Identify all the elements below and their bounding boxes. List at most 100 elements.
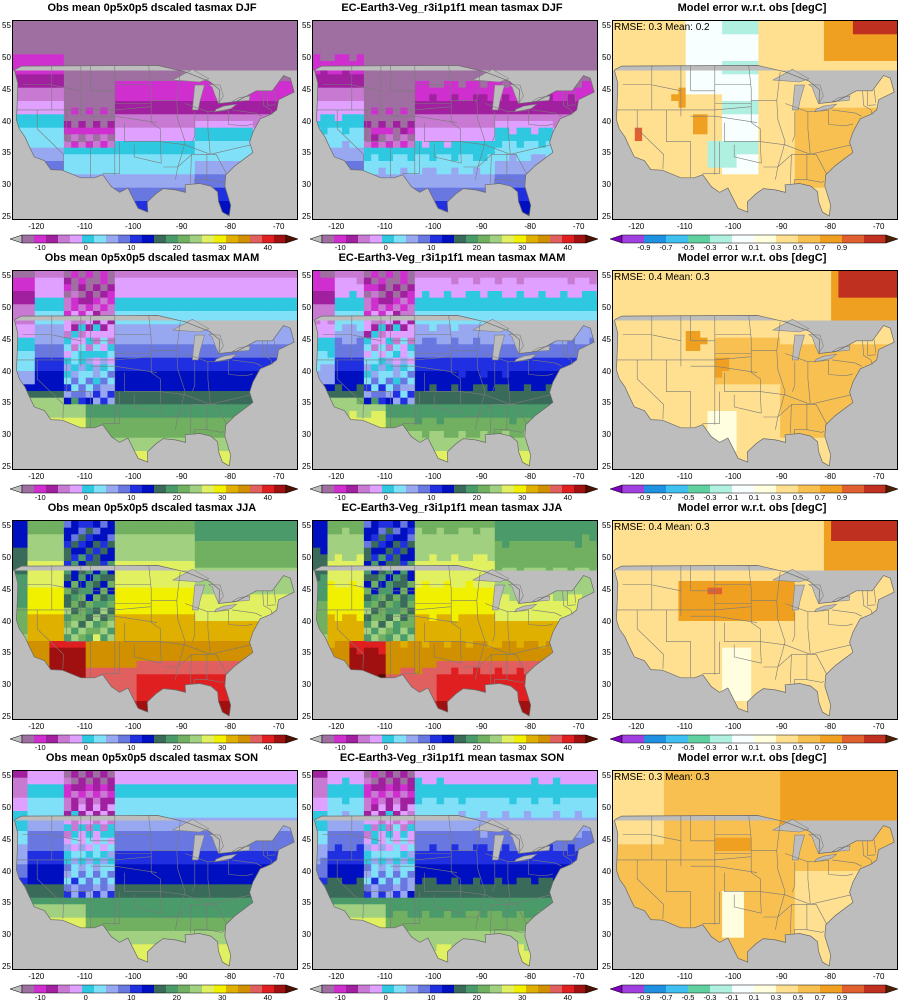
colorbar-bin xyxy=(430,485,442,493)
lon-tick-label: -70 xyxy=(267,972,291,981)
colorbar-bin xyxy=(82,985,94,993)
lat-tick-label: 40 xyxy=(302,367,311,376)
lon-tick-label: -90 xyxy=(170,222,194,231)
lat-tick-label: 50 xyxy=(2,53,11,62)
colorbar-bin xyxy=(202,235,214,243)
map-frame xyxy=(12,520,298,720)
colorbar-bin xyxy=(502,985,514,993)
lat-tick-label: 45 xyxy=(602,335,611,344)
colorbar-bin xyxy=(334,485,346,493)
colorbar-bin xyxy=(142,985,154,993)
lat-tick-label: 50 xyxy=(2,553,11,562)
colorbar-min-arrow xyxy=(610,985,622,993)
temperature-map xyxy=(313,521,598,720)
lon-tick-label: -80 xyxy=(218,722,242,731)
lon-tick-label: -110 xyxy=(673,722,697,731)
lon-tick-label: -70 xyxy=(567,722,591,731)
colorbar-bin xyxy=(322,735,334,743)
colorbar-bin xyxy=(118,735,130,743)
lat-tick-label: 45 xyxy=(302,85,311,94)
colorbar-bin xyxy=(130,485,142,493)
lat-tick-label: 40 xyxy=(602,367,611,376)
lon-tick-label: -120 xyxy=(324,972,348,981)
rmse-mean-stats: RMSE: 0.4 Mean: 0.3 xyxy=(614,272,710,283)
lat-tick-label: 50 xyxy=(302,303,311,312)
colorbar-bin xyxy=(688,235,710,243)
lat-tick-label: 55 xyxy=(302,771,311,780)
map-frame xyxy=(312,770,598,970)
lon-tick-label: -120 xyxy=(624,222,648,231)
lat-tick-label: 35 xyxy=(2,898,11,907)
lat-tick-label: 35 xyxy=(602,148,611,157)
lat-tick-label: 25 xyxy=(602,962,611,971)
lon-tick-label: -100 xyxy=(421,972,445,981)
lon-tick-label: -100 xyxy=(721,722,745,731)
colorbar-bin xyxy=(710,735,732,743)
colorbar-label: -0.9 xyxy=(632,993,656,1002)
colorbar-bin xyxy=(666,235,688,243)
colorbar-bin xyxy=(562,235,574,243)
lon-tick-label: -110 xyxy=(673,222,697,231)
colorbar-min-arrow xyxy=(10,485,22,493)
colorbar-bin xyxy=(166,985,178,993)
lon-tick-label: -120 xyxy=(24,472,48,481)
colorbar-min-arrow xyxy=(10,235,22,243)
lon-tick-label: -70 xyxy=(567,472,591,481)
lon-tick-label: -90 xyxy=(470,972,494,981)
colorbar-bin xyxy=(130,235,142,243)
colorbar-label: 0 xyxy=(74,993,98,1002)
colorbar-bin xyxy=(732,485,754,493)
colorbar-max-arrow xyxy=(286,985,298,993)
colorbar-bin xyxy=(262,985,274,993)
rmse-mean-stats: RMSE: 0.3 Mean: 0.2 xyxy=(614,22,710,33)
lon-tick-label: -90 xyxy=(770,222,794,231)
lat-tick-label: 25 xyxy=(302,962,311,971)
lat-tick-label: 45 xyxy=(602,585,611,594)
lon-tick-label: -100 xyxy=(121,222,145,231)
colorbar-bin xyxy=(562,985,574,993)
lat-tick-label: 55 xyxy=(602,521,611,530)
colorbar-bin xyxy=(622,985,644,993)
colorbar-bin xyxy=(820,735,842,743)
colorbar-bin xyxy=(274,985,286,993)
lon-tick-label: -110 xyxy=(373,222,397,231)
colorbar-label: 40 xyxy=(556,993,580,1002)
colorbar-bin xyxy=(502,235,514,243)
colorbar-max-arrow xyxy=(886,985,898,993)
colorbar-bin xyxy=(370,235,382,243)
colorbar-bin xyxy=(490,235,502,243)
lat-tick-label: 25 xyxy=(302,712,311,721)
panel-title: Model error w.r.t. obs [degC] xyxy=(602,752,900,764)
colorbar-bin xyxy=(58,485,70,493)
lon-tick-label: -90 xyxy=(170,472,194,481)
lat-tick-label: 25 xyxy=(602,462,611,471)
lat-tick-label: 35 xyxy=(2,398,11,407)
lon-tick-label: -80 xyxy=(818,472,842,481)
rmse-mean-stats: RMSE: 0.4 Mean: 0.3 xyxy=(614,522,710,533)
colorbar-bin xyxy=(454,985,466,993)
colorbar-bin xyxy=(754,735,776,743)
colorbar-bin xyxy=(118,485,130,493)
temperature-map xyxy=(313,271,598,470)
colorbar-bin xyxy=(22,485,34,493)
colorbar-bin xyxy=(562,735,574,743)
temperature-map xyxy=(13,271,298,470)
error-map xyxy=(613,521,898,720)
lat-tick-label: 35 xyxy=(602,398,611,407)
colorbar-bin xyxy=(502,485,514,493)
colorbar-bin xyxy=(322,485,334,493)
lat-tick-label: 50 xyxy=(302,553,311,562)
colorbar-bin xyxy=(130,985,142,993)
lon-tick-label: -110 xyxy=(373,972,397,981)
colorbar-bin xyxy=(622,485,644,493)
colorbar-bin xyxy=(394,735,406,743)
colorbar-bin xyxy=(250,985,262,993)
colorbar-bin xyxy=(574,485,586,493)
lon-tick-label: -70 xyxy=(867,222,891,231)
colorbar-bin xyxy=(710,985,732,993)
lat-tick-label: 25 xyxy=(602,712,611,721)
lat-tick-label: 50 xyxy=(602,53,611,62)
